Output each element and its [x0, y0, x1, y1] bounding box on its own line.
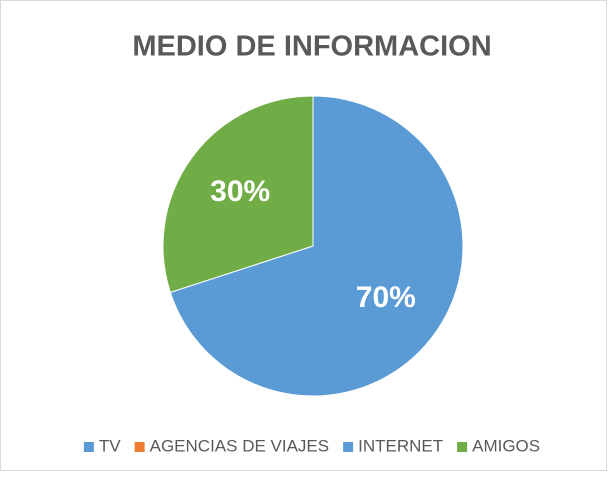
legend-swatch	[457, 442, 468, 452]
data-label: 30%	[210, 175, 270, 208]
legend-label: AGENCIAS DE VIAJES	[150, 436, 330, 455]
legend-swatch	[343, 442, 354, 452]
pie-slice	[162, 95, 314, 293]
data-label: 70%	[356, 281, 416, 314]
legend-label: INTERNET	[358, 436, 443, 455]
legend-swatch	[83, 442, 94, 452]
pie-slice	[169, 95, 464, 397]
legend-label: AMIGOS	[472, 436, 540, 455]
legend-swatch	[134, 442, 145, 452]
legend-label: TV	[99, 436, 121, 455]
chart-title: MEDIO DE INFORMACION	[132, 31, 491, 63]
